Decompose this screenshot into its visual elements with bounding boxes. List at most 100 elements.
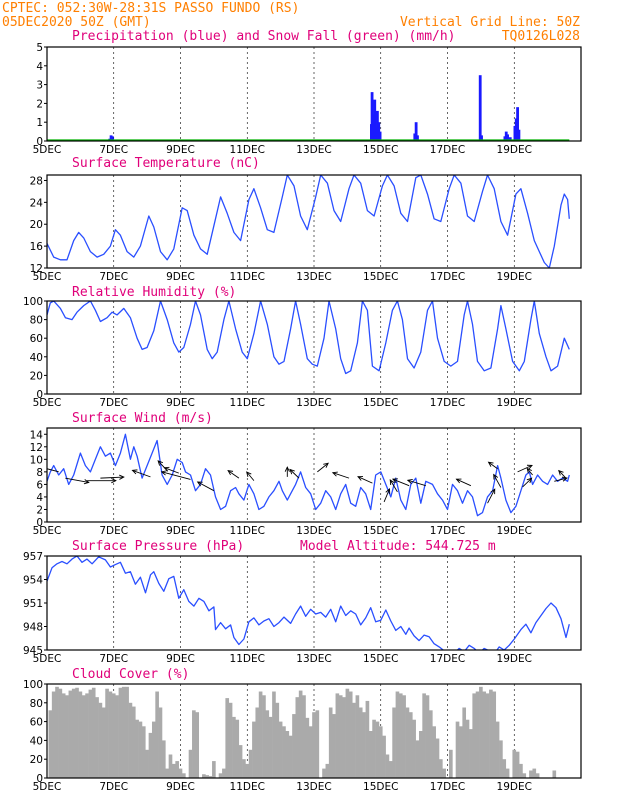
wind-vector xyxy=(406,479,426,487)
cloud-bar xyxy=(385,754,390,778)
precip-bar xyxy=(516,107,519,141)
header-run-time: 05DEC2020 50Z (GMT) xyxy=(2,15,151,30)
cloud-x-tick-label: 5DEC xyxy=(33,781,62,793)
cloud-bar xyxy=(302,695,306,778)
wind-x-tick-label: 7DEC xyxy=(99,525,128,537)
cloud-bar xyxy=(312,712,316,778)
humidity-y-tick-label: 0 xyxy=(36,389,43,401)
precip-bar xyxy=(508,137,512,141)
cloud-y-tick-label: 60 xyxy=(30,717,43,729)
humidity-y-tick-label: 80 xyxy=(30,315,43,327)
cloud-bar xyxy=(519,763,523,778)
cloud-bar xyxy=(278,721,283,778)
wind-vector xyxy=(558,469,567,479)
cloud-bar xyxy=(529,770,533,778)
wind-x-tick-label: 11DEC xyxy=(230,525,265,537)
precip-x-tick-label: 7DEC xyxy=(99,144,128,156)
wind-vector xyxy=(522,477,533,488)
precip-bar xyxy=(414,122,418,141)
cloud-bar xyxy=(522,773,527,778)
cloud-bar xyxy=(255,707,260,778)
cloud-bar xyxy=(98,702,103,778)
cloud-bar xyxy=(475,691,480,778)
pressure-plot-area xyxy=(47,556,570,650)
cloud-bar xyxy=(245,763,250,778)
wind-line xyxy=(47,433,570,517)
cloud-bar xyxy=(51,691,56,778)
wind-title: Surface Wind (m/s) xyxy=(72,411,213,426)
wind-vector xyxy=(493,473,502,488)
cloud-bar xyxy=(131,706,136,778)
cloud-bar xyxy=(462,707,467,778)
pressure-title: Surface Pressure (hPa) xyxy=(72,539,244,554)
cloud-bar xyxy=(552,770,557,778)
precip-panel: Precipitation (blue) and Snow Fall (gree… xyxy=(33,29,582,156)
cloud-bar xyxy=(285,731,290,778)
cloud-bar xyxy=(325,763,330,778)
wind-x-tick-label: 19DEC xyxy=(497,525,532,537)
wind-plot-area xyxy=(47,433,570,517)
precip-y-tick-label: 1 xyxy=(36,117,43,129)
precip-x-tick-label: 11DEC xyxy=(230,144,265,156)
precip-x-tick-label: 15DEC xyxy=(363,144,398,156)
precip-bar xyxy=(373,99,377,141)
cloud-bar xyxy=(252,721,256,778)
pressure-x-tick-label: 17DEC xyxy=(430,653,465,665)
pressure-x-tick-label: 19DEC xyxy=(497,653,532,665)
temperature-x-tick-label: 11DEC xyxy=(230,271,265,283)
cloud-bar xyxy=(412,719,416,778)
cloud-bar xyxy=(432,726,436,778)
cloud-bar xyxy=(355,695,360,778)
pressure-x-tick-label: 9DEC xyxy=(166,653,195,665)
temperature-panel: Surface Temperature (nC) 5DEC 7DEC 9DEC 11D… xyxy=(30,156,582,283)
temperature-x-tick-label: 5DEC xyxy=(33,271,62,283)
cloud-x-tick-label: 15DEC xyxy=(363,781,398,793)
cloud-x-tick-label: 7DEC xyxy=(99,781,128,793)
precip-y-tick-label: 0 xyxy=(36,136,43,148)
precip-x-tick-label: 5DEC xyxy=(33,144,62,156)
cloud-bar xyxy=(85,693,89,778)
cloud-bar xyxy=(205,775,210,778)
pressure-x-tick-label: 5DEC xyxy=(33,653,62,665)
wind-vector xyxy=(389,479,398,493)
precip-y-tick-label: 5 xyxy=(36,42,43,54)
precip-y-tick-label: 4 xyxy=(36,61,43,73)
cloud-bar xyxy=(425,695,430,778)
cloud-bar xyxy=(172,763,176,778)
precip-plot-area xyxy=(47,75,570,141)
precip-bar xyxy=(416,135,419,141)
cloud-bar xyxy=(178,768,183,778)
cloud-bar xyxy=(108,691,113,778)
cloud-bar xyxy=(442,768,446,778)
temperature-y-tick-label: 16 xyxy=(30,241,44,253)
cloud-bar xyxy=(105,688,109,778)
wind-vector xyxy=(65,477,90,485)
wind-vector xyxy=(487,488,496,504)
wind-x-tick-label: 5DEC xyxy=(33,525,62,537)
cloud-bar xyxy=(225,698,230,778)
cloud-bar xyxy=(308,726,313,778)
precip-x-tick-label: 13DEC xyxy=(296,144,331,156)
cloud-bar xyxy=(165,768,169,778)
cloud-y-tick-label: 40 xyxy=(30,735,43,747)
humidity-title: Relative Humidity (%) xyxy=(72,285,236,300)
precip-bar xyxy=(480,135,483,141)
wind-x-tick-label: 15DEC xyxy=(363,525,398,537)
wind-panel: Surface Wind (m/s) 5DEC 7DEC 9DEC 11DEC 13DE… xyxy=(30,411,582,537)
cloud-bar xyxy=(322,768,326,778)
cloud-bar xyxy=(135,719,139,778)
cloud-panel: Cloud Cover (%) 5DEC 7DEC 9DEC 11DEC 13DEC 15… xyxy=(23,667,582,793)
wind-y-tick-label: 4 xyxy=(36,492,43,504)
wind-vector xyxy=(526,467,533,476)
cloud-frame xyxy=(46,683,582,779)
cloud-bar xyxy=(435,738,440,778)
humidity-y-tick-label: 40 xyxy=(30,352,43,364)
cloud-bar xyxy=(345,688,350,778)
temperature-plot-area xyxy=(47,175,570,268)
wind-vector xyxy=(131,469,151,478)
cloud-bar xyxy=(392,707,396,778)
wind-vector xyxy=(246,471,255,481)
cloud-bar xyxy=(492,691,497,778)
cloud-bar xyxy=(332,714,336,778)
cloud-bar xyxy=(248,749,253,778)
